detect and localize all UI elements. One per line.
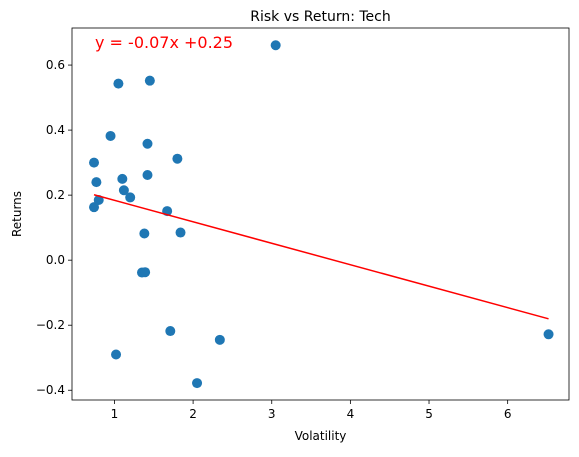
y-axis-title: Returns: [10, 191, 24, 237]
data-point-4: [105, 130, 116, 141]
data-point-6: [113, 78, 124, 89]
x-tick-label: 3: [268, 407, 276, 421]
data-point-20: [192, 378, 203, 389]
data-point-3: [93, 195, 104, 206]
data-point-2: [91, 177, 102, 188]
chart-title: Risk vs Return: Tech: [250, 9, 390, 25]
plot-frame: [71, 27, 570, 401]
data-point-15: [144, 75, 155, 86]
data-point-1: [89, 202, 100, 213]
data-point-22: [270, 40, 281, 51]
y-tick-label: −0.2: [36, 318, 65, 332]
data-point-21: [214, 334, 225, 345]
data-point-14: [142, 169, 153, 180]
y-tick-label: 0.2: [46, 188, 65, 202]
x-tick-label: 4: [347, 407, 355, 421]
regression-line: [93, 194, 549, 320]
y-tick-label: 0.6: [46, 58, 65, 72]
data-point-7: [117, 173, 128, 184]
data-point-17: [165, 326, 176, 337]
y-axis-ticks: −0.4 −0.2 0.0 0.2 0.4 0.6: [36, 58, 72, 397]
regression-equation: y = -0.07x +0.25: [95, 33, 233, 52]
data-point-9: [125, 192, 136, 203]
data-point-8: [118, 185, 129, 196]
regression-layer: [93, 194, 549, 320]
y-tick-label: 0.0: [46, 253, 65, 267]
data-points: [89, 40, 554, 389]
data-point-5: [111, 349, 122, 360]
x-tick-label: 2: [189, 407, 197, 421]
x-axis-ticks: 1 2 3 4 5 6: [111, 400, 512, 421]
data-point-19: [175, 227, 186, 238]
data-point-0: [89, 157, 100, 168]
data-point-18: [172, 153, 183, 164]
y-tick-label: 0.4: [46, 123, 65, 137]
data-point-12: [140, 267, 151, 278]
data-point-23: [543, 329, 554, 340]
x-tick-label: 6: [504, 407, 512, 421]
data-point-13: [142, 138, 153, 149]
x-axis-title: Volatility: [295, 429, 347, 443]
x-tick-label: 5: [425, 407, 433, 421]
x-tick-label: 1: [111, 407, 119, 421]
data-point-11: [139, 228, 150, 239]
y-tick-label: −0.4: [36, 383, 65, 397]
